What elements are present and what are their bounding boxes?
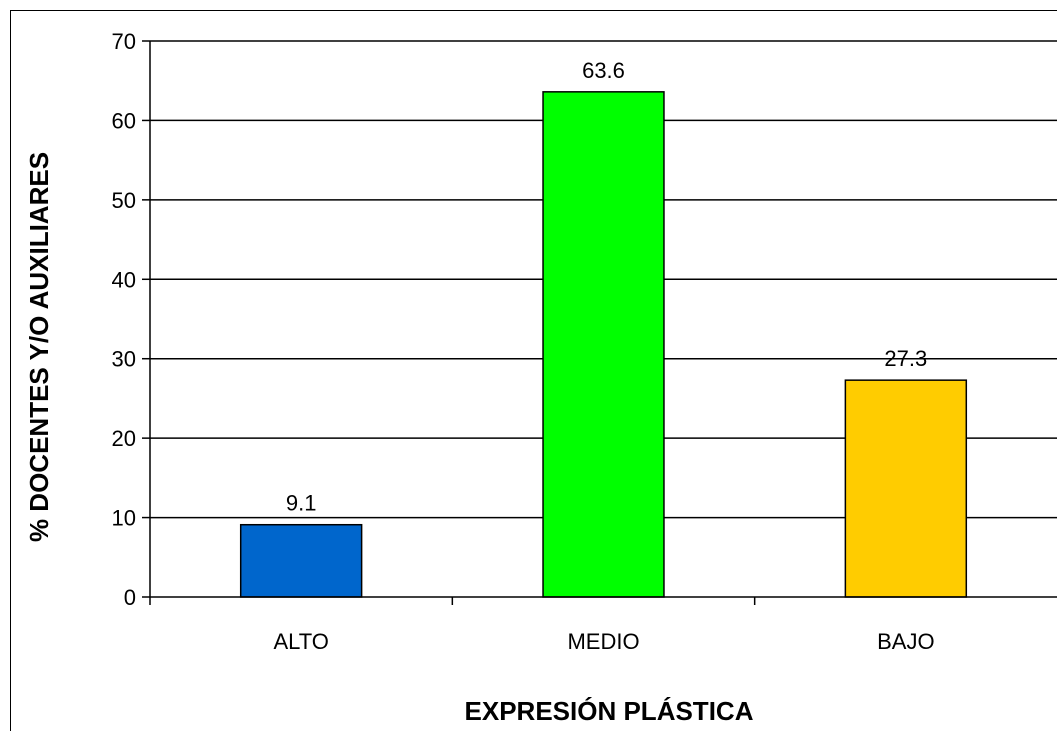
y-tick-label: 40	[112, 267, 136, 292]
bar-alto	[239, 523, 363, 598]
y-tick-label: 50	[112, 188, 136, 213]
x-axis-title: EXPRESIÓN PLÁSTICA	[465, 696, 754, 726]
data-label-medio: 63.6	[582, 58, 625, 83]
labels: 0 10 20 30 40 50 60 70 9.1 ALTO 63.6 MEDIO 27.3 BAJO	[112, 29, 935, 654]
y-tick-label: 20	[112, 426, 136, 451]
category-label-bajo: BAJO	[877, 629, 934, 654]
y-tick-label: 70	[112, 29, 136, 54]
y-tick-label: 0	[124, 585, 136, 610]
data-label-bajo: 27.3	[884, 346, 927, 371]
category-label-medio: MEDIO	[567, 629, 639, 654]
bar-bajo	[844, 379, 968, 598]
category-label-alto: ALTO	[273, 629, 328, 654]
y-tick-label: 30	[112, 347, 136, 372]
bars	[239, 91, 968, 598]
axes	[142, 40, 1057, 605]
chart-frame	[10, 10, 1057, 731]
y-tick-label: 60	[112, 108, 136, 133]
y-axis-title: % DOCENTES Y/O AUXILIARES	[24, 152, 54, 542]
bar-medio	[542, 91, 665, 598]
y-tick-label: 10	[112, 506, 136, 531]
data-label-alto: 9.1	[286, 491, 317, 516]
